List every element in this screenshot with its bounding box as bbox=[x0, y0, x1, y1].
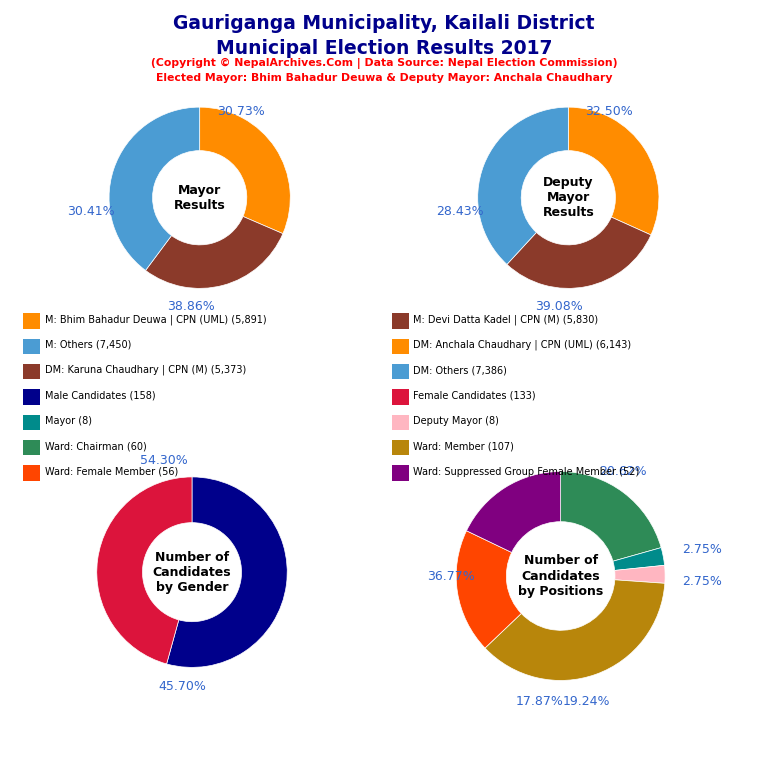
Text: Gauriganga Municipality, Kailali District
Municipal Election Results 2017: Gauriganga Municipality, Kailali Distric… bbox=[174, 14, 594, 58]
Text: Mayor
Results: Mayor Results bbox=[174, 184, 226, 212]
Text: 20.62%: 20.62% bbox=[600, 465, 647, 478]
Text: (Copyright © NepalArchives.Com | Data Source: Nepal Election Commission)
Elected: (Copyright © NepalArchives.Com | Data So… bbox=[151, 58, 617, 83]
Text: Mayor (8): Mayor (8) bbox=[45, 415, 91, 426]
Wedge shape bbox=[613, 548, 664, 571]
Text: Ward: Chairman (60): Ward: Chairman (60) bbox=[45, 441, 146, 452]
Text: DM: Others (7,386): DM: Others (7,386) bbox=[413, 365, 507, 376]
Text: 28.43%: 28.43% bbox=[435, 205, 483, 218]
Text: 30.41%: 30.41% bbox=[67, 205, 114, 218]
Text: 2.75%: 2.75% bbox=[682, 544, 722, 556]
Text: DM: Karuna Chaudhary | CPN (M) (5,373): DM: Karuna Chaudhary | CPN (M) (5,373) bbox=[45, 365, 246, 376]
Wedge shape bbox=[109, 107, 200, 270]
Wedge shape bbox=[485, 580, 665, 680]
Wedge shape bbox=[478, 107, 568, 264]
Text: Deputy
Mayor
Results: Deputy Mayor Results bbox=[542, 177, 594, 219]
Text: 30.73%: 30.73% bbox=[217, 105, 264, 118]
Wedge shape bbox=[456, 531, 521, 648]
Wedge shape bbox=[614, 565, 665, 584]
Text: 17.87%: 17.87% bbox=[516, 695, 564, 708]
Text: 2.75%: 2.75% bbox=[682, 574, 722, 588]
Text: Number of
Candidates
by Gender: Number of Candidates by Gender bbox=[153, 551, 231, 594]
Wedge shape bbox=[167, 477, 287, 667]
Text: 38.86%: 38.86% bbox=[167, 300, 214, 313]
Wedge shape bbox=[568, 107, 659, 235]
Text: 19.24%: 19.24% bbox=[563, 695, 611, 708]
Text: Ward: Member (107): Ward: Member (107) bbox=[413, 441, 514, 452]
Text: Deputy Mayor (8): Deputy Mayor (8) bbox=[413, 415, 499, 426]
Text: Ward: Suppressed Group Female Member (52): Ward: Suppressed Group Female Member (52… bbox=[413, 466, 640, 477]
Text: 39.08%: 39.08% bbox=[535, 300, 583, 313]
Text: 32.50%: 32.50% bbox=[585, 105, 633, 118]
Text: 36.77%: 36.77% bbox=[427, 570, 475, 582]
Wedge shape bbox=[561, 472, 661, 561]
Wedge shape bbox=[507, 217, 651, 288]
Wedge shape bbox=[146, 217, 283, 288]
Text: M: Bhim Bahadur Deuwa | CPN (UML) (5,891): M: Bhim Bahadur Deuwa | CPN (UML) (5,891… bbox=[45, 314, 266, 325]
Text: 45.70%: 45.70% bbox=[158, 680, 207, 693]
Text: Female Candidates (133): Female Candidates (133) bbox=[413, 390, 536, 401]
Text: DM: Anchala Chaudhary | CPN (UML) (6,143): DM: Anchala Chaudhary | CPN (UML) (6,143… bbox=[413, 339, 631, 350]
Text: Number of
Candidates
by Positions: Number of Candidates by Positions bbox=[518, 554, 604, 598]
Text: Ward: Female Member (56): Ward: Female Member (56) bbox=[45, 466, 178, 477]
Text: Male Candidates (158): Male Candidates (158) bbox=[45, 390, 155, 401]
Text: M: Devi Datta Kadel | CPN (M) (5,830): M: Devi Datta Kadel | CPN (M) (5,830) bbox=[413, 314, 598, 325]
Text: M: Others (7,450): M: Others (7,450) bbox=[45, 339, 131, 350]
Wedge shape bbox=[466, 472, 561, 552]
Wedge shape bbox=[200, 107, 290, 233]
Text: 54.30%: 54.30% bbox=[140, 454, 187, 467]
Wedge shape bbox=[97, 477, 192, 664]
